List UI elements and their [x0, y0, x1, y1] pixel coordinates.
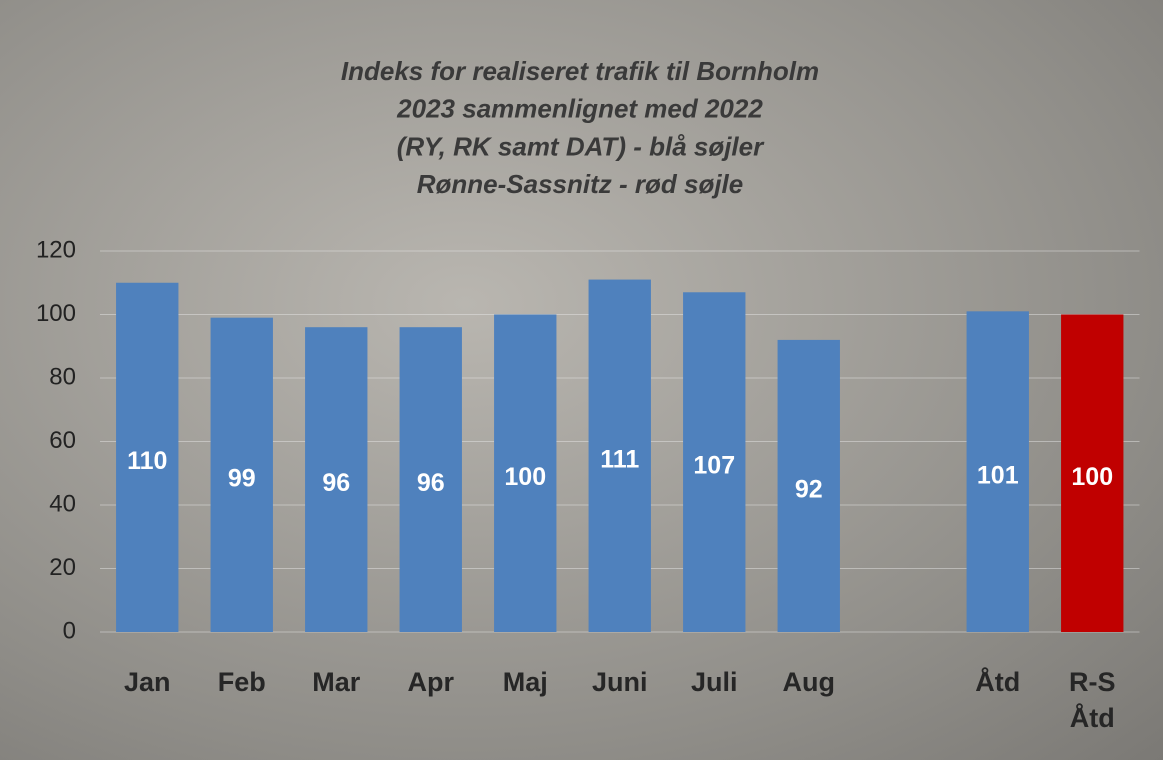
x-tick-label: Feb: [208, 664, 276, 700]
value-label: 100: [1071, 463, 1113, 491]
y-tick-label: 120: [36, 236, 76, 263]
value-label: 92: [795, 476, 823, 504]
y-tick-label: 100: [36, 300, 76, 327]
y-tick-label: 0: [63, 617, 76, 644]
x-tick-label: Juni: [586, 664, 654, 700]
chart-area: Indeks for realiseret trafik til Bornhol…: [0, 0, 1163, 760]
x-tick-label: Åtd: [964, 664, 1032, 700]
chart-title: Rønne-Sassnitz - rød søjle: [417, 169, 744, 199]
chart-title: Indeks for realiseret trafik til Bornhol…: [341, 56, 819, 86]
value-label: 101: [977, 461, 1019, 489]
chart-title: 2023 sammenlignet med 2022: [396, 94, 763, 124]
value-label: 111: [600, 445, 639, 473]
y-tick-label: 60: [49, 427, 76, 454]
x-tick-label: Apr: [397, 664, 465, 700]
x-tick-label: R-S Åtd: [1058, 664, 1126, 736]
value-label: 96: [322, 469, 350, 497]
y-tick-label: 20: [49, 554, 76, 581]
x-tick-label: Maj: [491, 664, 559, 700]
value-label: 110: [127, 447, 167, 475]
value-label: 100: [504, 463, 546, 491]
y-tick-label: 80: [49, 363, 76, 390]
chart: Indeks for realiseret trafik til Bornhol…: [0, 0, 1163, 760]
x-tick-label: Jan: [113, 664, 181, 700]
chart-title: (RY, RK samt DAT) - blå søjler: [397, 131, 765, 161]
value-label: 99: [228, 464, 256, 492]
value-label: 96: [417, 469, 445, 497]
x-tick-label: Aug: [775, 664, 843, 700]
y-tick-label: 40: [49, 490, 76, 517]
x-tick-label: Juli: [680, 664, 748, 700]
x-tick-label: Mar: [302, 664, 370, 700]
value-label: 107: [693, 452, 735, 480]
